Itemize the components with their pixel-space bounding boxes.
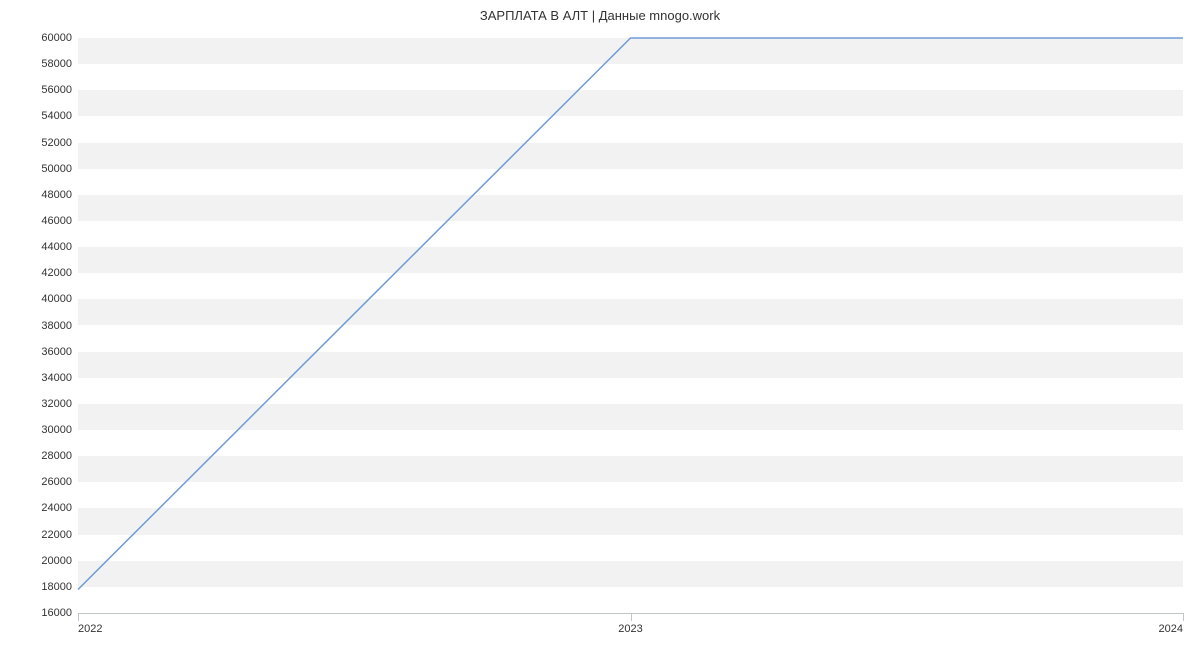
y-tick-label: 44000	[41, 241, 72, 253]
plot-area: 1600018000200002200024000260002800030000…	[78, 38, 1183, 613]
y-tick-label: 20000	[41, 555, 72, 567]
y-tick-label: 46000	[41, 215, 72, 227]
chart-title: ЗАРПЛАТА В АЛТ | Данные mnogo.work	[0, 8, 1200, 23]
x-tick-mark	[631, 613, 632, 621]
y-tick-label: 40000	[41, 293, 72, 305]
y-tick-label: 24000	[41, 502, 72, 514]
y-tick-label: 32000	[41, 398, 72, 410]
y-tick-label: 26000	[41, 476, 72, 488]
x-tick-label: 2024	[1159, 623, 1183, 635]
y-tick-label: 36000	[41, 346, 72, 358]
salary-line-chart: ЗАРПЛАТА В АЛТ | Данные mnogo.work 16000…	[0, 0, 1200, 650]
x-tick-label: 2023	[618, 623, 642, 635]
y-tick-label: 34000	[41, 372, 72, 384]
y-tick-label: 58000	[41, 58, 72, 70]
y-tick-label: 60000	[41, 32, 72, 44]
x-tick-mark	[1183, 613, 1184, 621]
y-tick-label: 38000	[41, 320, 72, 332]
y-tick-label: 22000	[41, 529, 72, 541]
series-line-salary	[78, 38, 1183, 589]
y-tick-label: 30000	[41, 424, 72, 436]
y-tick-label: 56000	[41, 84, 72, 96]
y-tick-label: 48000	[41, 189, 72, 201]
chart-series-svg	[78, 38, 1183, 613]
x-tick-mark	[78, 613, 79, 621]
y-tick-label: 16000	[41, 607, 72, 619]
y-tick-label: 54000	[41, 110, 72, 122]
y-tick-label: 18000	[41, 581, 72, 593]
y-tick-label: 42000	[41, 267, 72, 279]
x-tick-label: 2022	[78, 623, 102, 635]
y-tick-label: 50000	[41, 163, 72, 175]
y-tick-label: 28000	[41, 450, 72, 462]
y-tick-label: 52000	[41, 137, 72, 149]
